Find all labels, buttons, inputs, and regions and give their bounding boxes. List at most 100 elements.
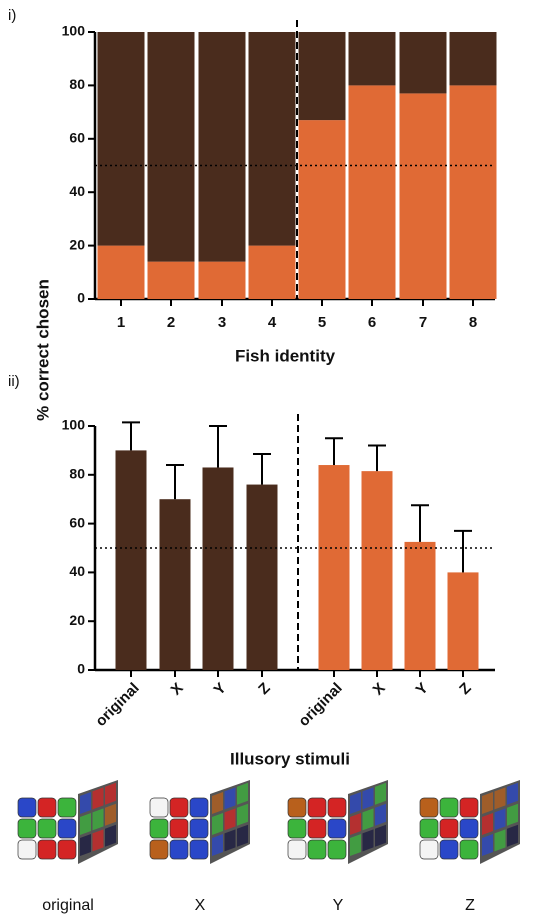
bar-segment bbox=[349, 85, 396, 299]
cube-cell bbox=[18, 840, 36, 859]
cube-cell bbox=[308, 840, 326, 859]
y-tick-label: 40 bbox=[69, 563, 85, 579]
cube-cell bbox=[18, 798, 36, 817]
panel-label: i) bbox=[8, 7, 16, 24]
cube-cell bbox=[420, 798, 438, 817]
x-tick-label: 4 bbox=[268, 314, 277, 331]
y-tick-label: 100 bbox=[62, 417, 86, 433]
figure: i) ii) % correct chosen Fish identity Il… bbox=[0, 0, 535, 917]
bar-segment bbox=[199, 262, 246, 299]
bar-segment bbox=[299, 120, 346, 299]
x-tick-label: 5 bbox=[318, 314, 326, 331]
cube-cell bbox=[170, 819, 188, 838]
bar bbox=[160, 499, 191, 670]
error-bar bbox=[209, 426, 227, 467]
bar-segment bbox=[450, 85, 497, 299]
y-tick-label: 20 bbox=[69, 236, 85, 252]
cube-cell bbox=[460, 798, 478, 817]
image-caption: original bbox=[42, 897, 94, 914]
error-bar bbox=[166, 465, 184, 499]
cube-cell bbox=[190, 840, 208, 859]
error-bar bbox=[122, 422, 140, 450]
bar bbox=[247, 485, 278, 670]
cube-cell bbox=[38, 840, 56, 859]
bar-segment bbox=[400, 32, 447, 93]
image-caption: Z bbox=[465, 897, 475, 914]
x-axis-label: Illusory stimuli bbox=[230, 749, 350, 768]
y-tick-label: 100 bbox=[62, 23, 86, 39]
y-tick-label: 0 bbox=[77, 290, 85, 306]
x-tick-label: 1 bbox=[117, 314, 125, 331]
cube-cell bbox=[58, 798, 76, 817]
bar-segment bbox=[98, 246, 145, 299]
x-tick-label: Z bbox=[456, 680, 475, 699]
bar-segment bbox=[199, 32, 246, 262]
bar-segment bbox=[349, 32, 396, 85]
x-tick-label: Y bbox=[211, 680, 230, 699]
cube-cell bbox=[288, 798, 306, 817]
error-bar bbox=[325, 438, 343, 465]
bar-segment bbox=[450, 32, 497, 85]
cube-cell bbox=[58, 819, 76, 838]
bar-segment bbox=[148, 32, 195, 262]
cube-cell bbox=[440, 840, 458, 859]
cube-cell bbox=[190, 819, 208, 838]
cube-cell bbox=[460, 840, 478, 859]
bar-segment bbox=[148, 262, 195, 299]
x-tick-label: 3 bbox=[218, 314, 226, 331]
y-tick-label: 60 bbox=[69, 514, 85, 530]
cube-cell bbox=[150, 840, 168, 859]
y-tick-label: 60 bbox=[69, 130, 85, 146]
cube-cell bbox=[150, 819, 168, 838]
cube-cell bbox=[440, 819, 458, 838]
x-tick-label: 7 bbox=[419, 314, 427, 331]
bar-segment bbox=[299, 32, 346, 120]
panel-label: ii) bbox=[8, 373, 20, 390]
cube-cell bbox=[170, 840, 188, 859]
bar-segment bbox=[400, 93, 447, 299]
image-caption: X bbox=[195, 897, 206, 914]
cube-cell bbox=[170, 798, 188, 817]
cube-cell bbox=[460, 819, 478, 838]
x-tick-label: original bbox=[295, 680, 345, 730]
bar bbox=[116, 450, 147, 670]
cube-cell bbox=[38, 798, 56, 817]
bar bbox=[448, 572, 479, 670]
y-axis-label: % correct chosen bbox=[33, 279, 52, 421]
cube-cell bbox=[288, 840, 306, 859]
bar-segment bbox=[249, 246, 296, 299]
image-caption: Y bbox=[333, 897, 344, 914]
cube-cell bbox=[308, 798, 326, 817]
y-tick-label: 40 bbox=[69, 183, 85, 199]
bar-segment bbox=[249, 32, 296, 246]
stimulus-images: original X Y Z bbox=[18, 780, 520, 914]
cube-cell bbox=[328, 819, 346, 838]
bar bbox=[319, 465, 350, 670]
x-tick-label: 8 bbox=[469, 314, 477, 331]
error-bar bbox=[253, 454, 271, 485]
cube-cell bbox=[58, 840, 76, 859]
cube-cell bbox=[440, 798, 458, 817]
cube-cell bbox=[18, 819, 36, 838]
bar-segment bbox=[98, 32, 145, 246]
x-axis-label: Fish identity bbox=[235, 346, 336, 365]
cube-cell bbox=[288, 819, 306, 838]
x-tick-label: Y bbox=[413, 680, 432, 699]
x-tick-label: 6 bbox=[368, 314, 376, 331]
x-tick-label: 2 bbox=[167, 314, 175, 331]
error-bar bbox=[368, 446, 386, 472]
x-tick-label: original bbox=[92, 680, 142, 730]
y-tick-label: 80 bbox=[69, 466, 85, 482]
y-tick-label: 0 bbox=[77, 661, 85, 677]
cube-cell bbox=[328, 840, 346, 859]
bar bbox=[203, 467, 234, 670]
cube-cell bbox=[190, 798, 208, 817]
bar bbox=[362, 471, 393, 670]
cube-cell bbox=[328, 798, 346, 817]
cube-cell bbox=[308, 819, 326, 838]
x-tick-label: X bbox=[168, 680, 187, 699]
cube-cell bbox=[150, 798, 168, 817]
cube-cell bbox=[420, 819, 438, 838]
bar bbox=[405, 542, 436, 670]
cube-cell bbox=[420, 840, 438, 859]
